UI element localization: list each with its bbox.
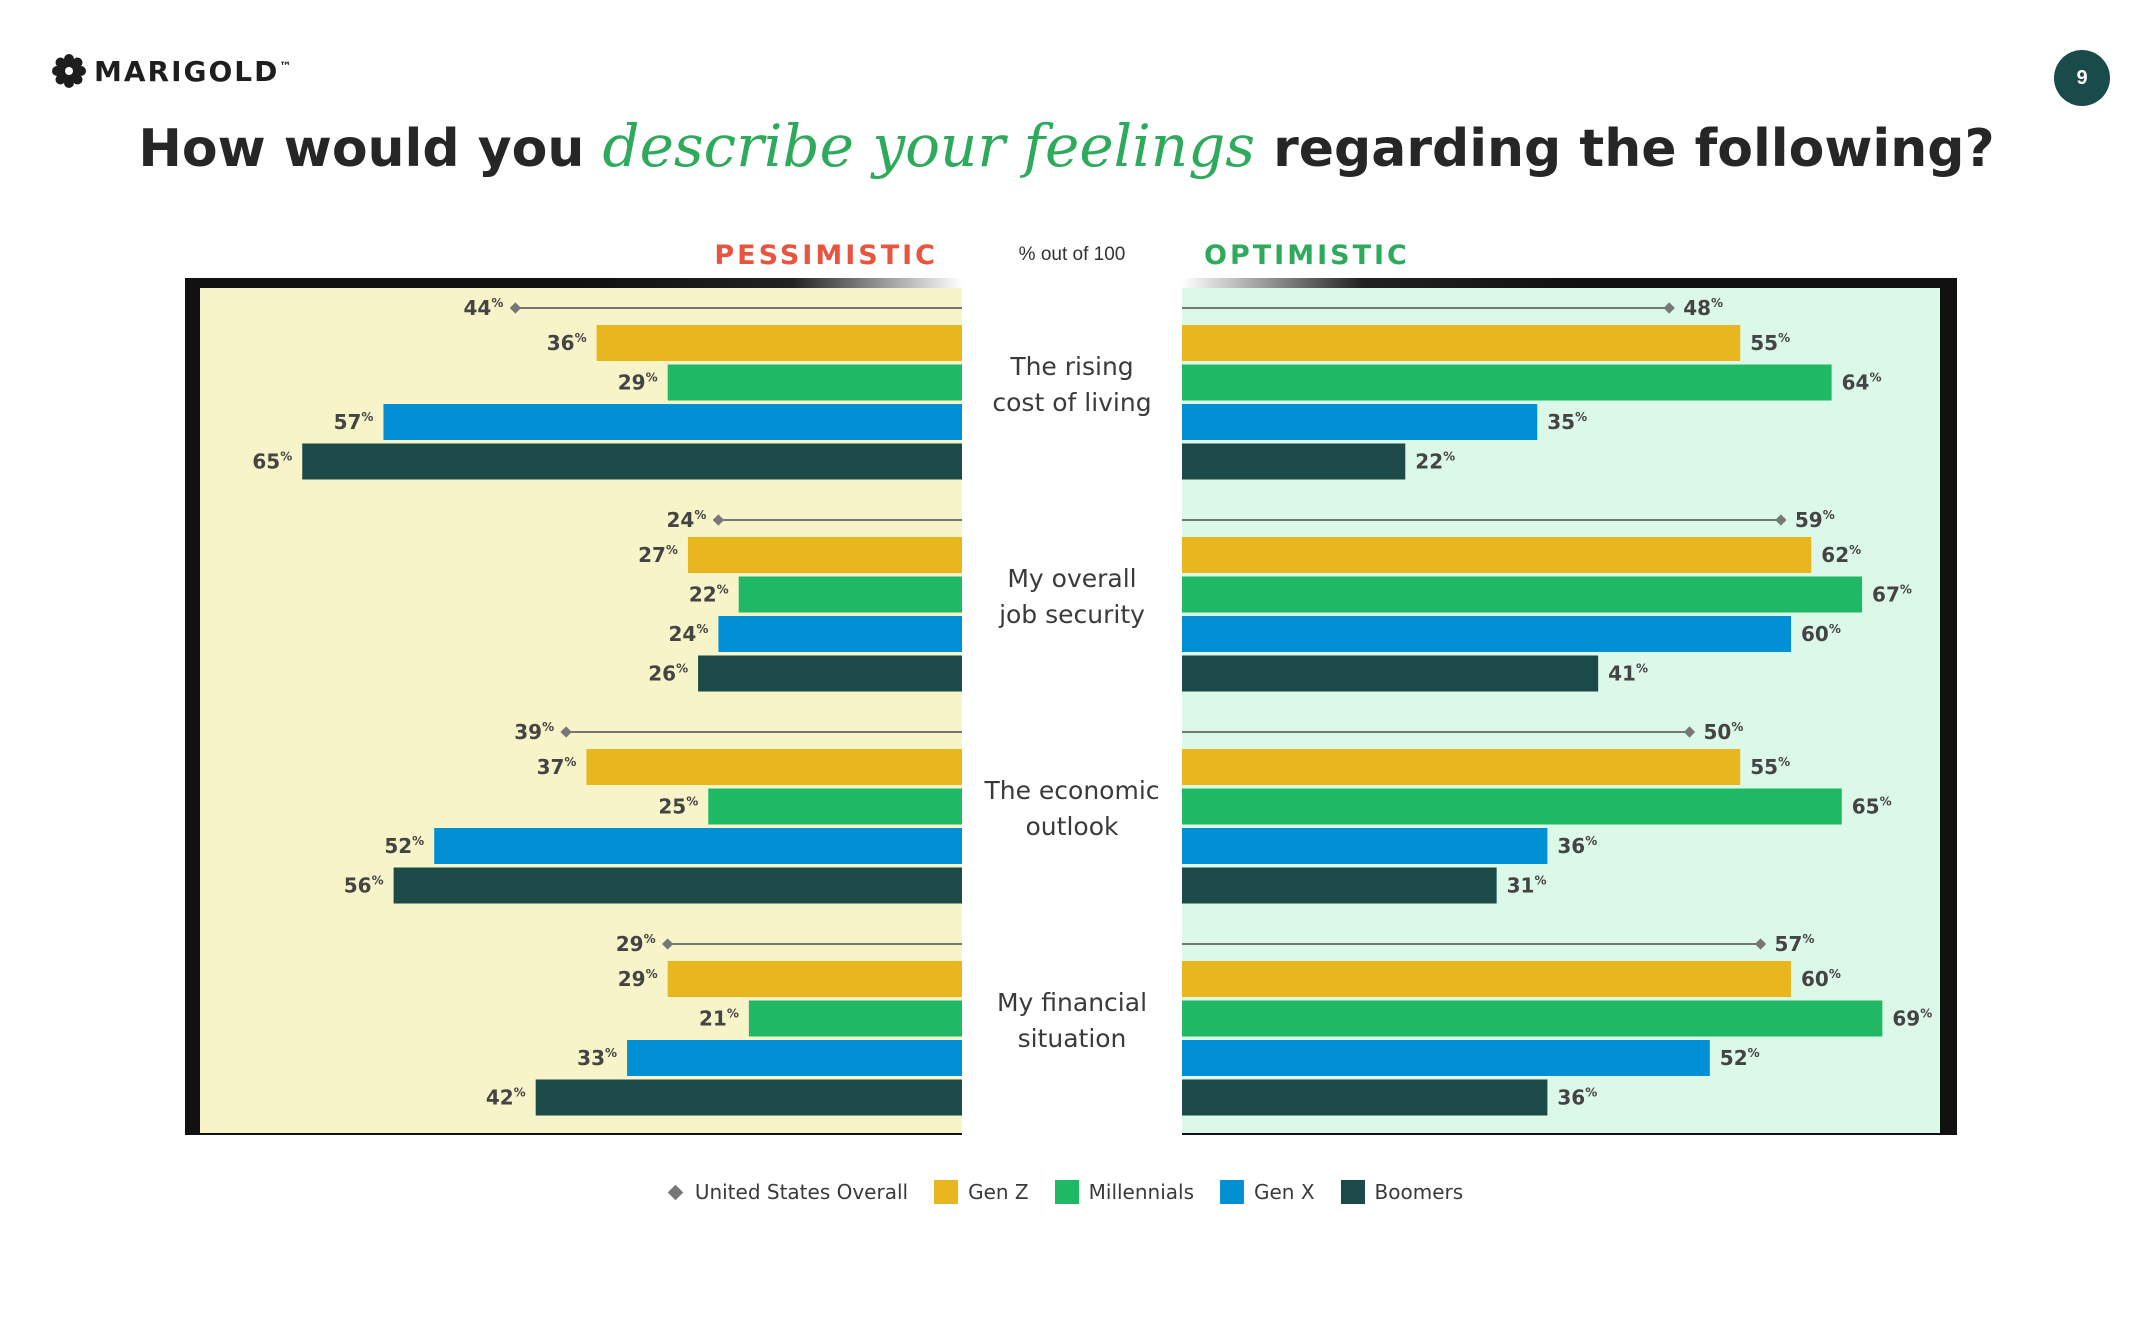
legend-label-gen-z: Gen Z (968, 1180, 1029, 1204)
bar-label-optimistic: 55% (1750, 755, 1790, 779)
category-label: The economic (983, 776, 1159, 805)
bar-label-optimistic: 65% (1852, 795, 1892, 819)
brand-name: MARIGOLD (94, 54, 280, 88)
bar-optimistic (1182, 537, 1812, 573)
overall-label-optimistic: 48% (1683, 296, 1723, 320)
bar-optimistic (1182, 443, 1406, 480)
legend-swatch-millennials (1054, 1180, 1079, 1204)
legend-label-millennials: Millennials (1088, 1180, 1194, 1204)
category-label: outlook (1026, 812, 1119, 841)
category-label: situation (1018, 1024, 1127, 1053)
overall-marker-optimistic (1775, 514, 1787, 526)
bar-optimistic (1182, 961, 1791, 997)
legend-item-boomers: Boomers (1340, 1180, 1464, 1204)
overall-marker-pessimistic (712, 514, 725, 526)
overall-label-optimistic: 59% (1795, 508, 1835, 532)
category-label: job security (998, 600, 1145, 629)
legend-swatch-boomers (1340, 1180, 1365, 1204)
legend-label-gen-x: Gen X (1254, 1180, 1315, 1204)
overall-marker-optimistic (1754, 938, 1767, 950)
category-label: The rising (1009, 352, 1133, 381)
title-after: regarding the following? (1273, 119, 1995, 179)
page-number: 9 (2054, 50, 2110, 106)
bar-optimistic (1182, 325, 1741, 361)
overall-marker-optimistic (1663, 302, 1675, 314)
bar-label-pessimistic: 42% (486, 1086, 526, 1110)
bar-pessimistic (393, 867, 963, 904)
legend-label-overall: United States Overall (694, 1180, 909, 1204)
center-note: % out of 100 (1019, 244, 1126, 265)
bar-pessimistic (383, 404, 962, 440)
legend-item-gen-x: Gen X (1220, 1180, 1315, 1204)
legend-item-gen-z: Gen Z (934, 1180, 1029, 1204)
brand-trademark: ™ (279, 59, 294, 74)
bar-optimistic (1182, 828, 1548, 864)
bar-label-optimistic: 52% (1720, 1046, 1760, 1070)
bar-pessimistic (687, 537, 962, 573)
category-label: cost of living (992, 388, 1151, 417)
bar-optimistic (1182, 576, 1863, 613)
legend-item-overall: United States Overall (667, 1180, 909, 1204)
chart-legend: United States Overall Gen Z Millennials … (0, 1180, 2133, 1204)
bar-optimistic (1182, 1040, 1710, 1076)
bar-pessimistic (718, 616, 962, 652)
pessimistic-header: PESSIMISTIC (714, 240, 938, 271)
frame-fade-right (1182, 278, 1582, 288)
bar-pessimistic (586, 749, 962, 785)
overall-marker-optimistic (1683, 726, 1696, 738)
legend-marker-overall (667, 1184, 684, 1200)
optimistic-header: OPTIMISTIC (1204, 240, 1410, 271)
bar-pessimistic (302, 443, 962, 480)
bar-pessimistic (667, 961, 962, 997)
frame-fade-left (585, 278, 962, 288)
page-title: How would you describe your feelings reg… (0, 112, 2133, 180)
bar-pessimistic (748, 1000, 962, 1037)
bar-optimistic (1182, 364, 1832, 401)
center-gap (962, 278, 1182, 1137)
title-before: How would you (138, 119, 585, 179)
overall-marker-pessimistic (661, 938, 674, 950)
bar-pessimistic (627, 1040, 962, 1076)
bar-pessimistic (698, 655, 962, 692)
bar-optimistic (1182, 1000, 1883, 1037)
bar-optimistic (1182, 749, 1741, 785)
category-label: My overall (1007, 564, 1136, 593)
legend-item-millennials: Millennials (1054, 1180, 1194, 1204)
bar-pessimistic (667, 364, 962, 401)
brand-logo: MARIGOLD™ (52, 54, 293, 88)
legend-swatch-gen-x (1220, 1180, 1244, 1204)
bar-label-optimistic: 55% (1750, 331, 1790, 355)
legend-label-boomers: Boomers (1374, 1180, 1464, 1204)
bar-optimistic (1182, 655, 1599, 692)
legend-swatch-gen-z (934, 1180, 959, 1204)
bar-optimistic (1182, 867, 1497, 904)
bar-optimistic (1182, 788, 1842, 825)
bar-pessimistic (596, 325, 962, 361)
bar-pessimistic (535, 1079, 962, 1116)
bar-optimistic (1182, 404, 1538, 440)
bar-optimistic (1182, 616, 1791, 652)
title-accent: describe your feelings (602, 112, 1255, 180)
marigold-flower-icon (52, 54, 86, 88)
category-label: My financial (997, 988, 1147, 1017)
bar-pessimistic (708, 788, 962, 825)
bar-optimistic (1182, 1079, 1548, 1116)
bar-pessimistic (738, 576, 962, 613)
overall-marker-pessimistic (560, 726, 572, 738)
bar-pessimistic (434, 828, 962, 864)
